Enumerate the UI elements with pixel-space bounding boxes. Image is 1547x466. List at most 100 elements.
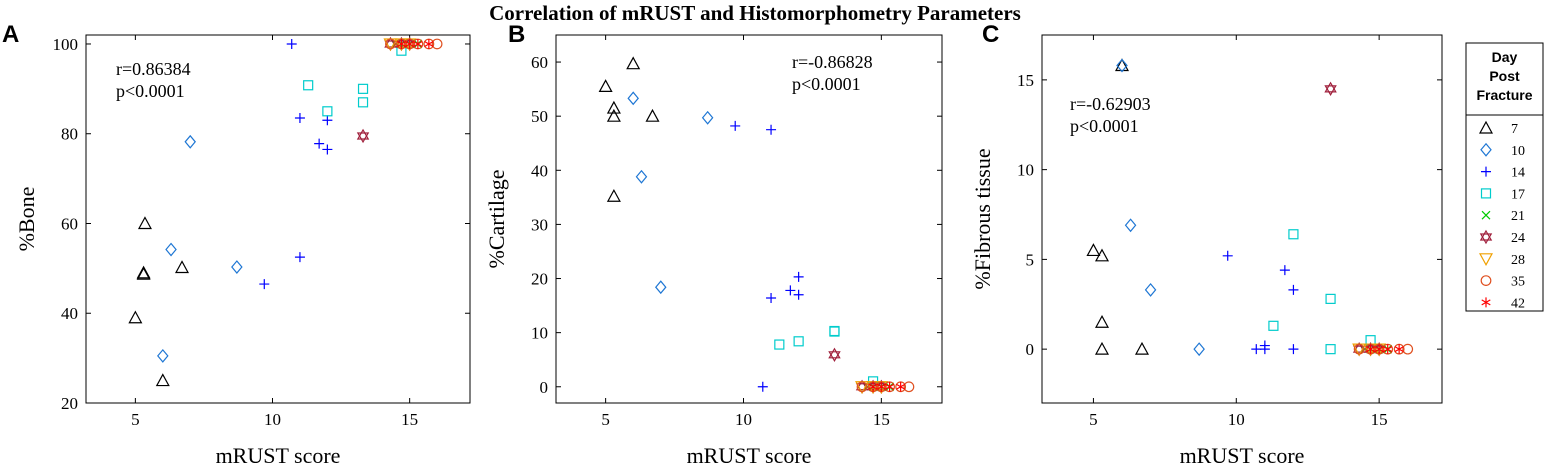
data-point <box>1094 341 1110 355</box>
legend-label: 17 <box>1511 187 1525 202</box>
data-point <box>1288 344 1299 355</box>
data-point <box>785 285 796 296</box>
data-point <box>322 106 333 117</box>
data-point <box>730 120 741 131</box>
stat-annotation: r=-0.86828 <box>792 52 873 72</box>
data-point <box>1324 81 1337 97</box>
legend-label: 42 <box>1511 296 1525 311</box>
x-tick-label: 10 <box>735 410 752 429</box>
data-point <box>793 336 804 347</box>
legend-entry-14: 14 <box>1481 166 1525 181</box>
data-point <box>165 242 177 257</box>
panel-a: A 5 10 15 20 40 60 80 100 mRUST score %Bone r=0.863… <box>2 21 471 466</box>
y-axis-label: %Fibrous tissue <box>970 148 995 289</box>
data-point <box>828 347 841 363</box>
data-point <box>757 381 768 392</box>
legend-entry-7: 7 <box>1478 120 1518 137</box>
series-day-24 <box>1324 81 1386 357</box>
data-point <box>1251 344 1262 355</box>
data-point <box>128 310 143 324</box>
data-point <box>1383 344 1393 355</box>
data-point <box>1094 314 1110 328</box>
data-point <box>1086 243 1101 257</box>
data-point <box>876 381 886 392</box>
axes-box <box>85 34 471 404</box>
series-day-14 <box>730 120 804 392</box>
data-point <box>766 124 777 135</box>
data-point <box>1394 344 1404 355</box>
stat-annotation: p<0.0001 <box>116 81 185 101</box>
y-tick-label: 60 <box>531 53 548 72</box>
data-point <box>701 110 714 125</box>
panel-b: B 5 10 15 0 10 20 30 40 50 60 mRUST score %Cartilage… <box>484 21 943 466</box>
x-tick-label: 15 <box>1371 410 1388 429</box>
series-day-17 <box>774 325 879 387</box>
data-point <box>424 38 434 49</box>
data-point <box>431 38 443 50</box>
y-tick-label: 40 <box>531 161 548 180</box>
data-point <box>627 91 639 106</box>
data-point <box>1325 344 1336 355</box>
data-point <box>606 100 621 114</box>
data-point <box>1353 343 1365 355</box>
series-day-10 <box>1116 58 1205 357</box>
data-point <box>598 79 613 93</box>
x-tick-label: 5 <box>1089 410 1098 429</box>
data-point <box>1365 344 1376 355</box>
data-point <box>1402 343 1414 355</box>
x-tick-label: 10 <box>264 410 281 429</box>
triangle-down-icon <box>1478 253 1494 267</box>
y-tick-label: 80 <box>61 125 78 144</box>
y-tick-label: 10 <box>531 324 548 343</box>
square-icon <box>1480 188 1492 199</box>
data-point <box>1222 250 1233 261</box>
stat-annotation: p<0.0001 <box>792 74 861 94</box>
data-point <box>137 216 152 230</box>
legend-label: 28 <box>1511 253 1525 268</box>
diamond-icon <box>1480 142 1492 157</box>
legend: Day Post Fracture 7 10 14 17 21 24 28 35 42 <box>1465 42 1544 312</box>
data-point <box>322 115 333 126</box>
y-tick-label: 0 <box>540 378 549 397</box>
data-point <box>413 38 423 49</box>
data-point <box>1114 58 1130 72</box>
y-tick-label: 60 <box>61 214 78 233</box>
panel-label: B <box>508 21 525 48</box>
data-point <box>1288 229 1299 240</box>
data-point <box>896 381 906 392</box>
series-day-7 <box>598 56 660 202</box>
legend-entry-28: 28 <box>1478 253 1525 268</box>
data-point <box>357 83 369 94</box>
series-day-10 <box>627 91 714 295</box>
data-point <box>606 189 621 202</box>
x-tick-label: 5 <box>131 410 140 429</box>
legend-label: 7 <box>1511 122 1518 137</box>
stat-annotation: r=0.86384 <box>116 59 191 79</box>
data-point <box>294 252 305 263</box>
data-point <box>303 80 314 91</box>
legend-label: 35 <box>1511 275 1525 290</box>
data-points <box>1086 58 1414 357</box>
series-day-17 <box>1268 229 1376 355</box>
y-tick-label: 40 <box>61 304 78 323</box>
data-point <box>1268 320 1279 331</box>
data-point <box>231 260 243 274</box>
stat-annotation: r=-0.62903 <box>1070 94 1151 114</box>
panel-label: A <box>2 21 19 48</box>
hexagram-icon <box>1479 229 1493 245</box>
y-axis-label: %Cartilage <box>484 170 509 269</box>
series-day-17 <box>303 45 407 117</box>
data-point <box>184 134 197 149</box>
data-point <box>885 381 895 392</box>
series-day-42 <box>868 381 906 392</box>
data-point <box>314 138 325 149</box>
data-point <box>1279 265 1290 276</box>
data-point <box>155 373 170 387</box>
series-day-42 <box>396 38 434 49</box>
data-point <box>259 279 270 290</box>
asterisk-icon <box>1481 297 1491 308</box>
x-icon <box>1481 210 1491 220</box>
data-point <box>635 169 648 184</box>
data-point <box>1325 293 1336 304</box>
